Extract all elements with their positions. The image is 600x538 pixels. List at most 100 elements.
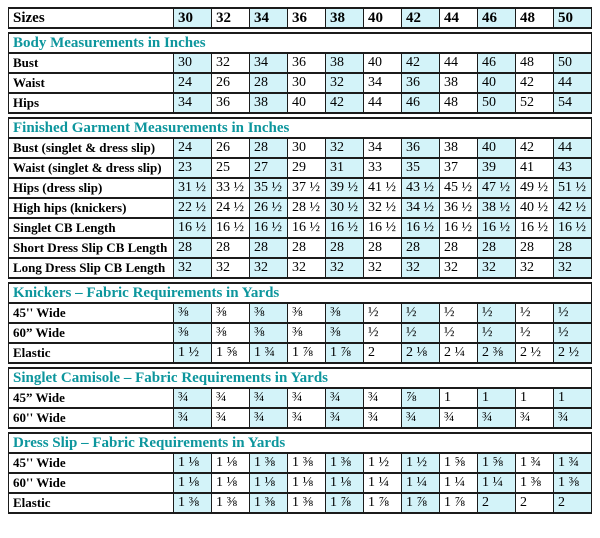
- value-cell: 1 ⅞: [439, 492, 478, 514]
- value-cell: ⅜: [249, 322, 288, 344]
- section-title-row: Dress Slip – Fabric Requirements in Yard…: [8, 432, 592, 454]
- value-cell: 30 ½: [325, 197, 364, 219]
- value-cell: 29: [287, 157, 326, 179]
- section-title: Body Measurements in Inches: [8, 32, 592, 54]
- table-row: 60” Wide ⅜ ⅜ ⅜ ⅜ ⅜ ½ ½ ½ ½ ½ ½: [8, 322, 592, 344]
- value-cell: ¾: [211, 407, 250, 429]
- table-row: Waist 24 26 28 30 32 34 36 38 40 42 44: [8, 72, 592, 94]
- size-column-header: 38: [325, 7, 364, 29]
- value-cell: ¾: [477, 407, 516, 429]
- value-cell: 32: [477, 257, 516, 279]
- value-cell: 1 ⅜: [173, 492, 212, 514]
- value-cell: 50: [553, 52, 592, 74]
- section-table: Finished Garment Measurements in Inches B…: [8, 117, 592, 279]
- value-cell: 44: [553, 72, 592, 94]
- value-cell: ½: [363, 322, 402, 344]
- row-label: Waist (singlet & dress slip): [8, 157, 174, 179]
- value-cell: 48: [439, 92, 478, 114]
- value-cell: 16 ½: [249, 217, 288, 239]
- value-cell: ⅜: [173, 302, 212, 324]
- value-cell: 1 ⅛: [249, 472, 288, 494]
- size-column-header: 42: [401, 7, 440, 29]
- section-title-row: Singlet Camisole – Fabric Requirements i…: [8, 367, 592, 389]
- value-cell: ¾: [211, 387, 250, 409]
- value-cell: 46: [401, 92, 440, 114]
- value-cell: 32: [211, 257, 250, 279]
- value-cell: 31 ½: [173, 177, 212, 199]
- value-cell: ½: [363, 302, 402, 324]
- value-cell: 42: [515, 72, 554, 94]
- value-cell: 44: [363, 92, 402, 114]
- row-label: 60'' Wide: [8, 472, 174, 494]
- value-cell: 1 ⅝: [477, 452, 516, 474]
- value-cell: 1 ¾: [515, 452, 554, 474]
- value-cell: 1 ¼: [477, 472, 516, 494]
- value-cell: 1 ¾: [249, 342, 288, 364]
- value-cell: 1 ¼: [439, 472, 478, 494]
- value-cell: 1 ⅜: [515, 472, 554, 494]
- value-cell: 1 ⅜: [325, 452, 364, 474]
- value-cell: 26: [211, 72, 250, 94]
- value-cell: 1 ⅛: [173, 472, 212, 494]
- section-table: Dress Slip – Fabric Requirements in Yard…: [8, 432, 592, 514]
- value-cell: 1 ⅞: [401, 492, 440, 514]
- value-cell: 38: [249, 92, 288, 114]
- value-cell: 48: [515, 52, 554, 74]
- value-cell: 28: [477, 237, 516, 259]
- value-cell: 2: [553, 492, 592, 514]
- size-column-header: 44: [439, 7, 478, 29]
- value-cell: ¾: [363, 407, 402, 429]
- value-cell: ¾: [325, 387, 364, 409]
- value-cell: 26 ½: [249, 197, 288, 219]
- section-title: Dress Slip – Fabric Requirements in Yard…: [8, 432, 592, 454]
- value-cell: 16 ½: [325, 217, 364, 239]
- value-cell: 16 ½: [287, 217, 326, 239]
- value-cell: 39 ½: [325, 177, 364, 199]
- value-cell: 1: [439, 387, 478, 409]
- table-row: Singlet CB Length 16 ½ 16 ½ 16 ½ 16 ½ 16 ½ 16 …: [8, 217, 592, 239]
- value-cell: 1 ⅛: [211, 452, 250, 474]
- value-cell: ¾: [439, 407, 478, 429]
- value-cell: 34: [249, 52, 288, 74]
- row-label: 60” Wide: [8, 322, 174, 344]
- value-cell: 23: [173, 157, 212, 179]
- table-row: Long Dress Slip CB Length 32 32 32 32 32 32 32 3…: [8, 257, 592, 279]
- value-cell: 28: [249, 137, 288, 159]
- size-column-header: 30: [173, 7, 212, 29]
- row-label: Hips (dress slip): [8, 177, 174, 199]
- value-cell: 28: [211, 237, 250, 259]
- value-cell: 1: [553, 387, 592, 409]
- value-cell: 16 ½: [553, 217, 592, 239]
- row-label: Hips: [8, 92, 174, 114]
- value-cell: ¾: [401, 407, 440, 429]
- value-cell: 42: [325, 92, 364, 114]
- value-cell: 33: [363, 157, 402, 179]
- value-cell: 52: [515, 92, 554, 114]
- value-cell: 1 ⅛: [325, 472, 364, 494]
- value-cell: 2 ⅜: [477, 342, 516, 364]
- value-cell: 1 ⅛: [211, 472, 250, 494]
- row-label: 45'' Wide: [8, 302, 174, 324]
- value-cell: 45 ½: [439, 177, 478, 199]
- row-label: Elastic: [8, 342, 174, 364]
- size-chart-table: Sizes 30 32 34 36 38 40 42 44 46 48 50 Body Measurem…: [8, 7, 592, 514]
- value-cell: 32: [287, 257, 326, 279]
- value-cell: 2 ¼: [439, 342, 478, 364]
- value-cell: 24: [173, 72, 212, 94]
- value-cell: ⅞: [401, 387, 440, 409]
- value-cell: ½: [515, 322, 554, 344]
- value-cell: 36: [401, 137, 440, 159]
- value-cell: 35 ½: [249, 177, 288, 199]
- value-cell: 46: [477, 52, 516, 74]
- value-cell: ¾: [515, 407, 554, 429]
- size-column-header: 50: [553, 7, 592, 29]
- value-cell: 31: [325, 157, 364, 179]
- row-label: Singlet CB Length: [8, 217, 174, 239]
- value-cell: 30: [287, 137, 326, 159]
- value-cell: 32: [439, 257, 478, 279]
- section-title: Knickers – Fabric Requirements in Yards: [8, 282, 592, 304]
- table-row: Hips (dress slip) 31 ½ 33 ½ 35 ½ 37 ½ 39 ½ 41 …: [8, 177, 592, 199]
- table-row: Waist (singlet & dress slip) 23 25 27 29 31 33…: [8, 157, 592, 179]
